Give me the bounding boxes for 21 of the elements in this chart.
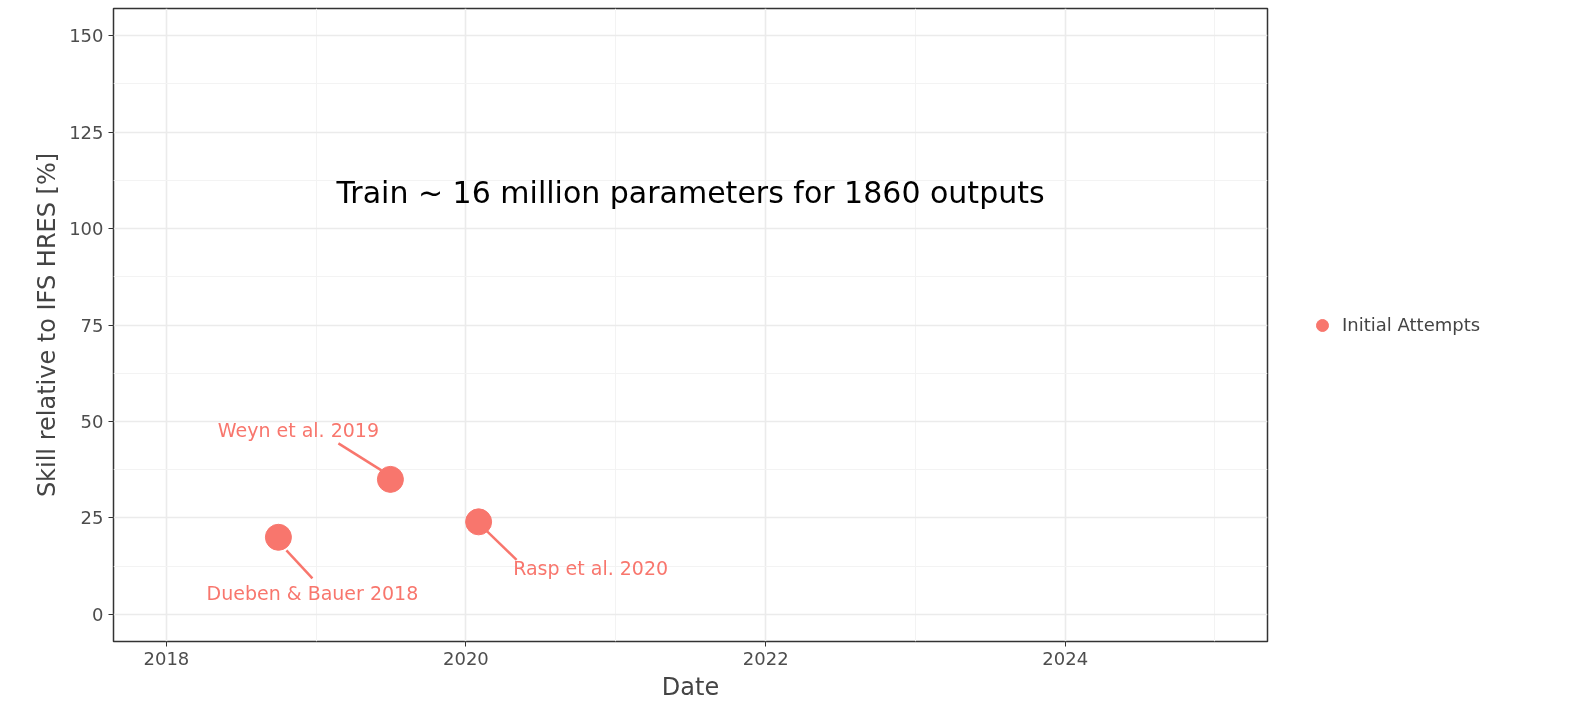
annotation: Weyn et al. 2019 [217, 419, 380, 442]
point [376, 465, 404, 493]
y-tick-label: 0 [92, 603, 104, 625]
annotation: Dueben & Bauer 2018 [206, 582, 419, 605]
y-tick-label: 150 [69, 25, 104, 47]
legend-label: Initial Attempts [1342, 314, 1481, 335]
y-tick-label: 100 [69, 218, 104, 240]
annotation: Rasp et al. 2020 [513, 556, 669, 579]
x-tick-label: 2020 [442, 647, 489, 669]
y-tick-label: 125 [69, 121, 104, 143]
y-tick-label: 75 [80, 314, 104, 336]
y-axis-title: Skill relative to IFS HRES [%] [33, 152, 62, 498]
y-tick-label: 50 [80, 410, 104, 432]
x-tick-label: 2018 [143, 647, 190, 669]
x-tick-label: 2022 [742, 647, 789, 669]
x-axis-title: Date [661, 672, 720, 701]
point [264, 523, 292, 551]
point [465, 508, 493, 536]
x-tick-label: 2024 [1042, 647, 1089, 669]
annotation: Train ~ 16 million parameters for 1860 outputs [335, 174, 1045, 210]
y-tick-label: 25 [80, 507, 104, 529]
